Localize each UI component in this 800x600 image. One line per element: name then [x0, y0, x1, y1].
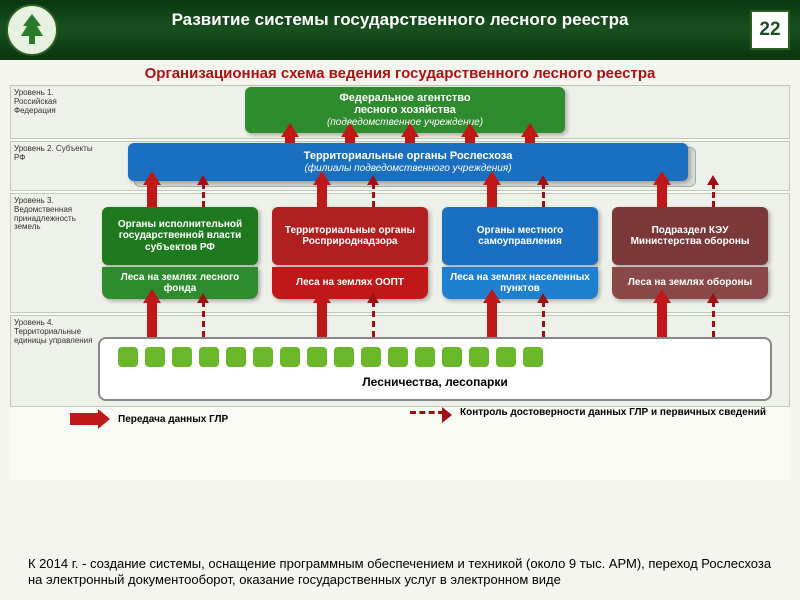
arrow-solid	[317, 183, 327, 207]
arrow-solid	[657, 301, 667, 337]
arrow-solid	[317, 301, 327, 337]
forestry-dot	[307, 347, 327, 367]
level-label: Уровень 4. Территориальные единицы управ…	[14, 319, 94, 345]
level3-node: Территориальные органы Росприроднадзора	[272, 207, 428, 265]
forestry-dot	[388, 347, 408, 367]
solid-arrow-icon	[70, 413, 100, 425]
level-label: Уровень 2. Субъекты РФ	[14, 145, 94, 163]
org-diagram: Уровень 1. Российская Федерация Уровень 2…	[10, 85, 790, 480]
level3-node: Подраздел КЭУ Министерства обороны	[612, 207, 768, 265]
forestry-dot	[118, 347, 138, 367]
level3-node: Органы местного самоуправления	[442, 207, 598, 265]
forestry-dot	[334, 347, 354, 367]
arrow-head	[483, 171, 501, 185]
forestry-dot	[361, 347, 381, 367]
level3-subnode: Леса на землях населенных пунктов	[442, 267, 598, 299]
arrow-solid	[147, 301, 157, 337]
arrow-head	[143, 171, 161, 185]
legend-text: Передача данных ГЛР	[118, 414, 228, 425]
level3-node: Органы исполнительной государственной вл…	[102, 207, 258, 265]
arrow-dash-head	[367, 175, 379, 185]
arrow-dash	[542, 301, 545, 337]
forestry-dot	[496, 347, 516, 367]
node-text: лесного хозяйства	[354, 104, 456, 117]
forestry-dot	[469, 347, 489, 367]
tree-logo-icon	[6, 4, 58, 56]
level3-subnode: Леса на землях лесного фонда	[102, 267, 258, 299]
arrow-head	[653, 289, 671, 303]
arrow-dash-head	[707, 293, 719, 303]
slide-title: Развитие системы государственного лесног…	[0, 0, 800, 30]
arrow-dash-head	[197, 293, 209, 303]
legend-text: Контроль достоверности данных ГЛР и перв…	[460, 407, 766, 418]
arrow-dash-head	[367, 293, 379, 303]
forestry-dot	[253, 347, 273, 367]
forestry-dot	[280, 347, 300, 367]
forestry-dot	[523, 347, 543, 367]
arrow-solid	[657, 183, 667, 207]
arrow-head	[483, 289, 501, 303]
forestry-dot	[226, 347, 246, 367]
arrow-head	[281, 123, 299, 137]
forestry-dot	[415, 347, 435, 367]
slide-subtitle: Организационная схема ведения государств…	[0, 60, 800, 85]
arrow-head	[521, 123, 539, 137]
node-text: Федеральное агентство	[339, 92, 470, 105]
arrow-head	[313, 289, 331, 303]
arrow-head	[341, 123, 359, 137]
arrow-head	[143, 289, 161, 303]
arrow-dash	[542, 183, 545, 207]
arrow-dash	[712, 183, 715, 207]
footer-text: К 2014 г. - создание системы, оснащение …	[28, 556, 772, 589]
arrow-head	[401, 123, 419, 137]
arrow-solid	[487, 183, 497, 207]
legend-dash: Контроль достоверности данных ГЛР и перв…	[410, 407, 770, 418]
arrow-dash	[372, 301, 375, 337]
slide-header: Развитие системы государственного лесног…	[0, 0, 800, 60]
arrow-dash	[372, 183, 375, 207]
arrow-dash-head	[707, 175, 719, 185]
arrow-head	[461, 123, 479, 137]
arrow-dash	[202, 183, 205, 207]
arrow-dash-head	[197, 175, 209, 185]
forestry-dot	[442, 347, 462, 367]
node-subtext: (филиалы подведомственного учреждения)	[304, 163, 511, 175]
forestry-dots	[118, 347, 543, 367]
arrow-head	[653, 171, 671, 185]
arrow-solid	[487, 301, 497, 337]
arrow-dash	[202, 301, 205, 337]
level3-subnode: Леса на землях ООПТ	[272, 267, 428, 299]
legend-solid: Передача данных ГЛР	[70, 413, 228, 425]
forestry-dot	[199, 347, 219, 367]
forestry-dot	[172, 347, 192, 367]
forestry-label: Лесничества, лесопарки	[100, 375, 770, 389]
arrow-dash-head	[537, 293, 549, 303]
level-label: Уровень 1. Российская Федерация	[14, 89, 94, 115]
level-label: Уровень 3. Ведомственная принадлежность …	[14, 197, 94, 232]
arrow-dash-head	[537, 175, 549, 185]
dash-arrow-icon	[410, 411, 444, 414]
forestry-dot	[145, 347, 165, 367]
node-territorial-roslechoz: Территориальные органы Рослесхоза (филиа…	[128, 143, 688, 181]
arrow-dash	[712, 301, 715, 337]
forestry-container: Лесничества, лесопарки	[98, 337, 772, 401]
node-text: Территориальные органы Рослесхоза	[304, 150, 513, 163]
level3-subnode: Леса на землях обороны	[612, 267, 768, 299]
page-number: 22	[750, 10, 790, 50]
arrow-head	[313, 171, 331, 185]
arrow-solid	[147, 183, 157, 207]
